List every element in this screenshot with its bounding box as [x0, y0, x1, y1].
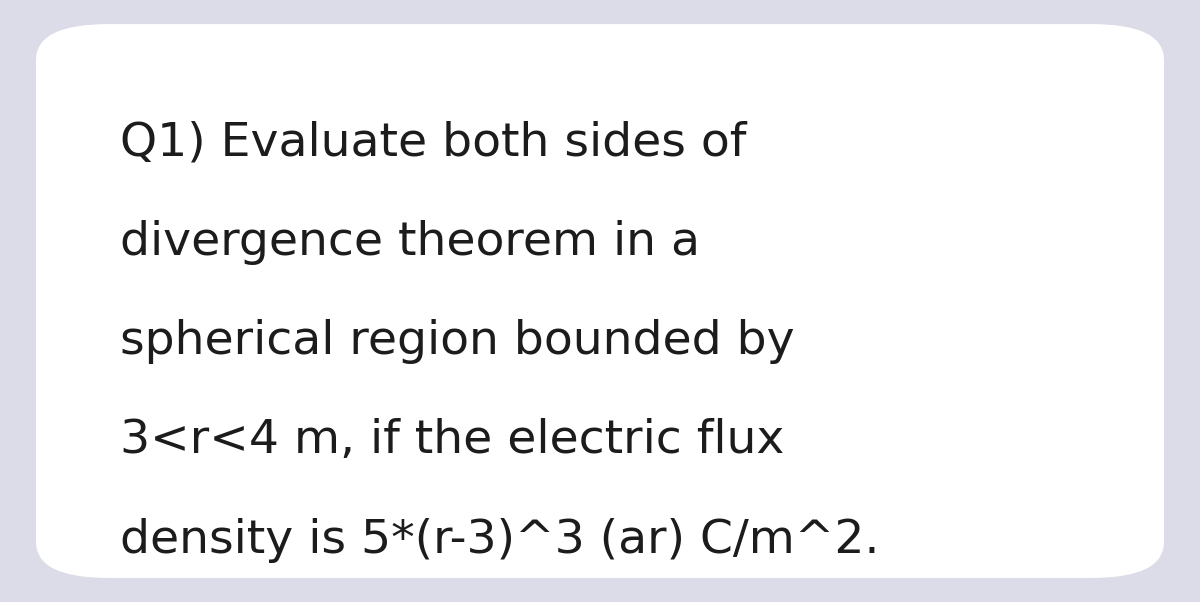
Text: 3<r<4 m, if the electric flux: 3<r<4 m, if the electric flux	[120, 418, 785, 464]
Text: Q1) Evaluate both sides of: Q1) Evaluate both sides of	[120, 120, 746, 166]
Text: divergence theorem in a: divergence theorem in a	[120, 220, 700, 265]
Text: density is 5*(r-3)^3 (ar) C/m^2.: density is 5*(r-3)^3 (ar) C/m^2.	[120, 518, 880, 563]
FancyBboxPatch shape	[36, 24, 1164, 578]
Text: spherical region bounded by: spherical region bounded by	[120, 319, 794, 364]
